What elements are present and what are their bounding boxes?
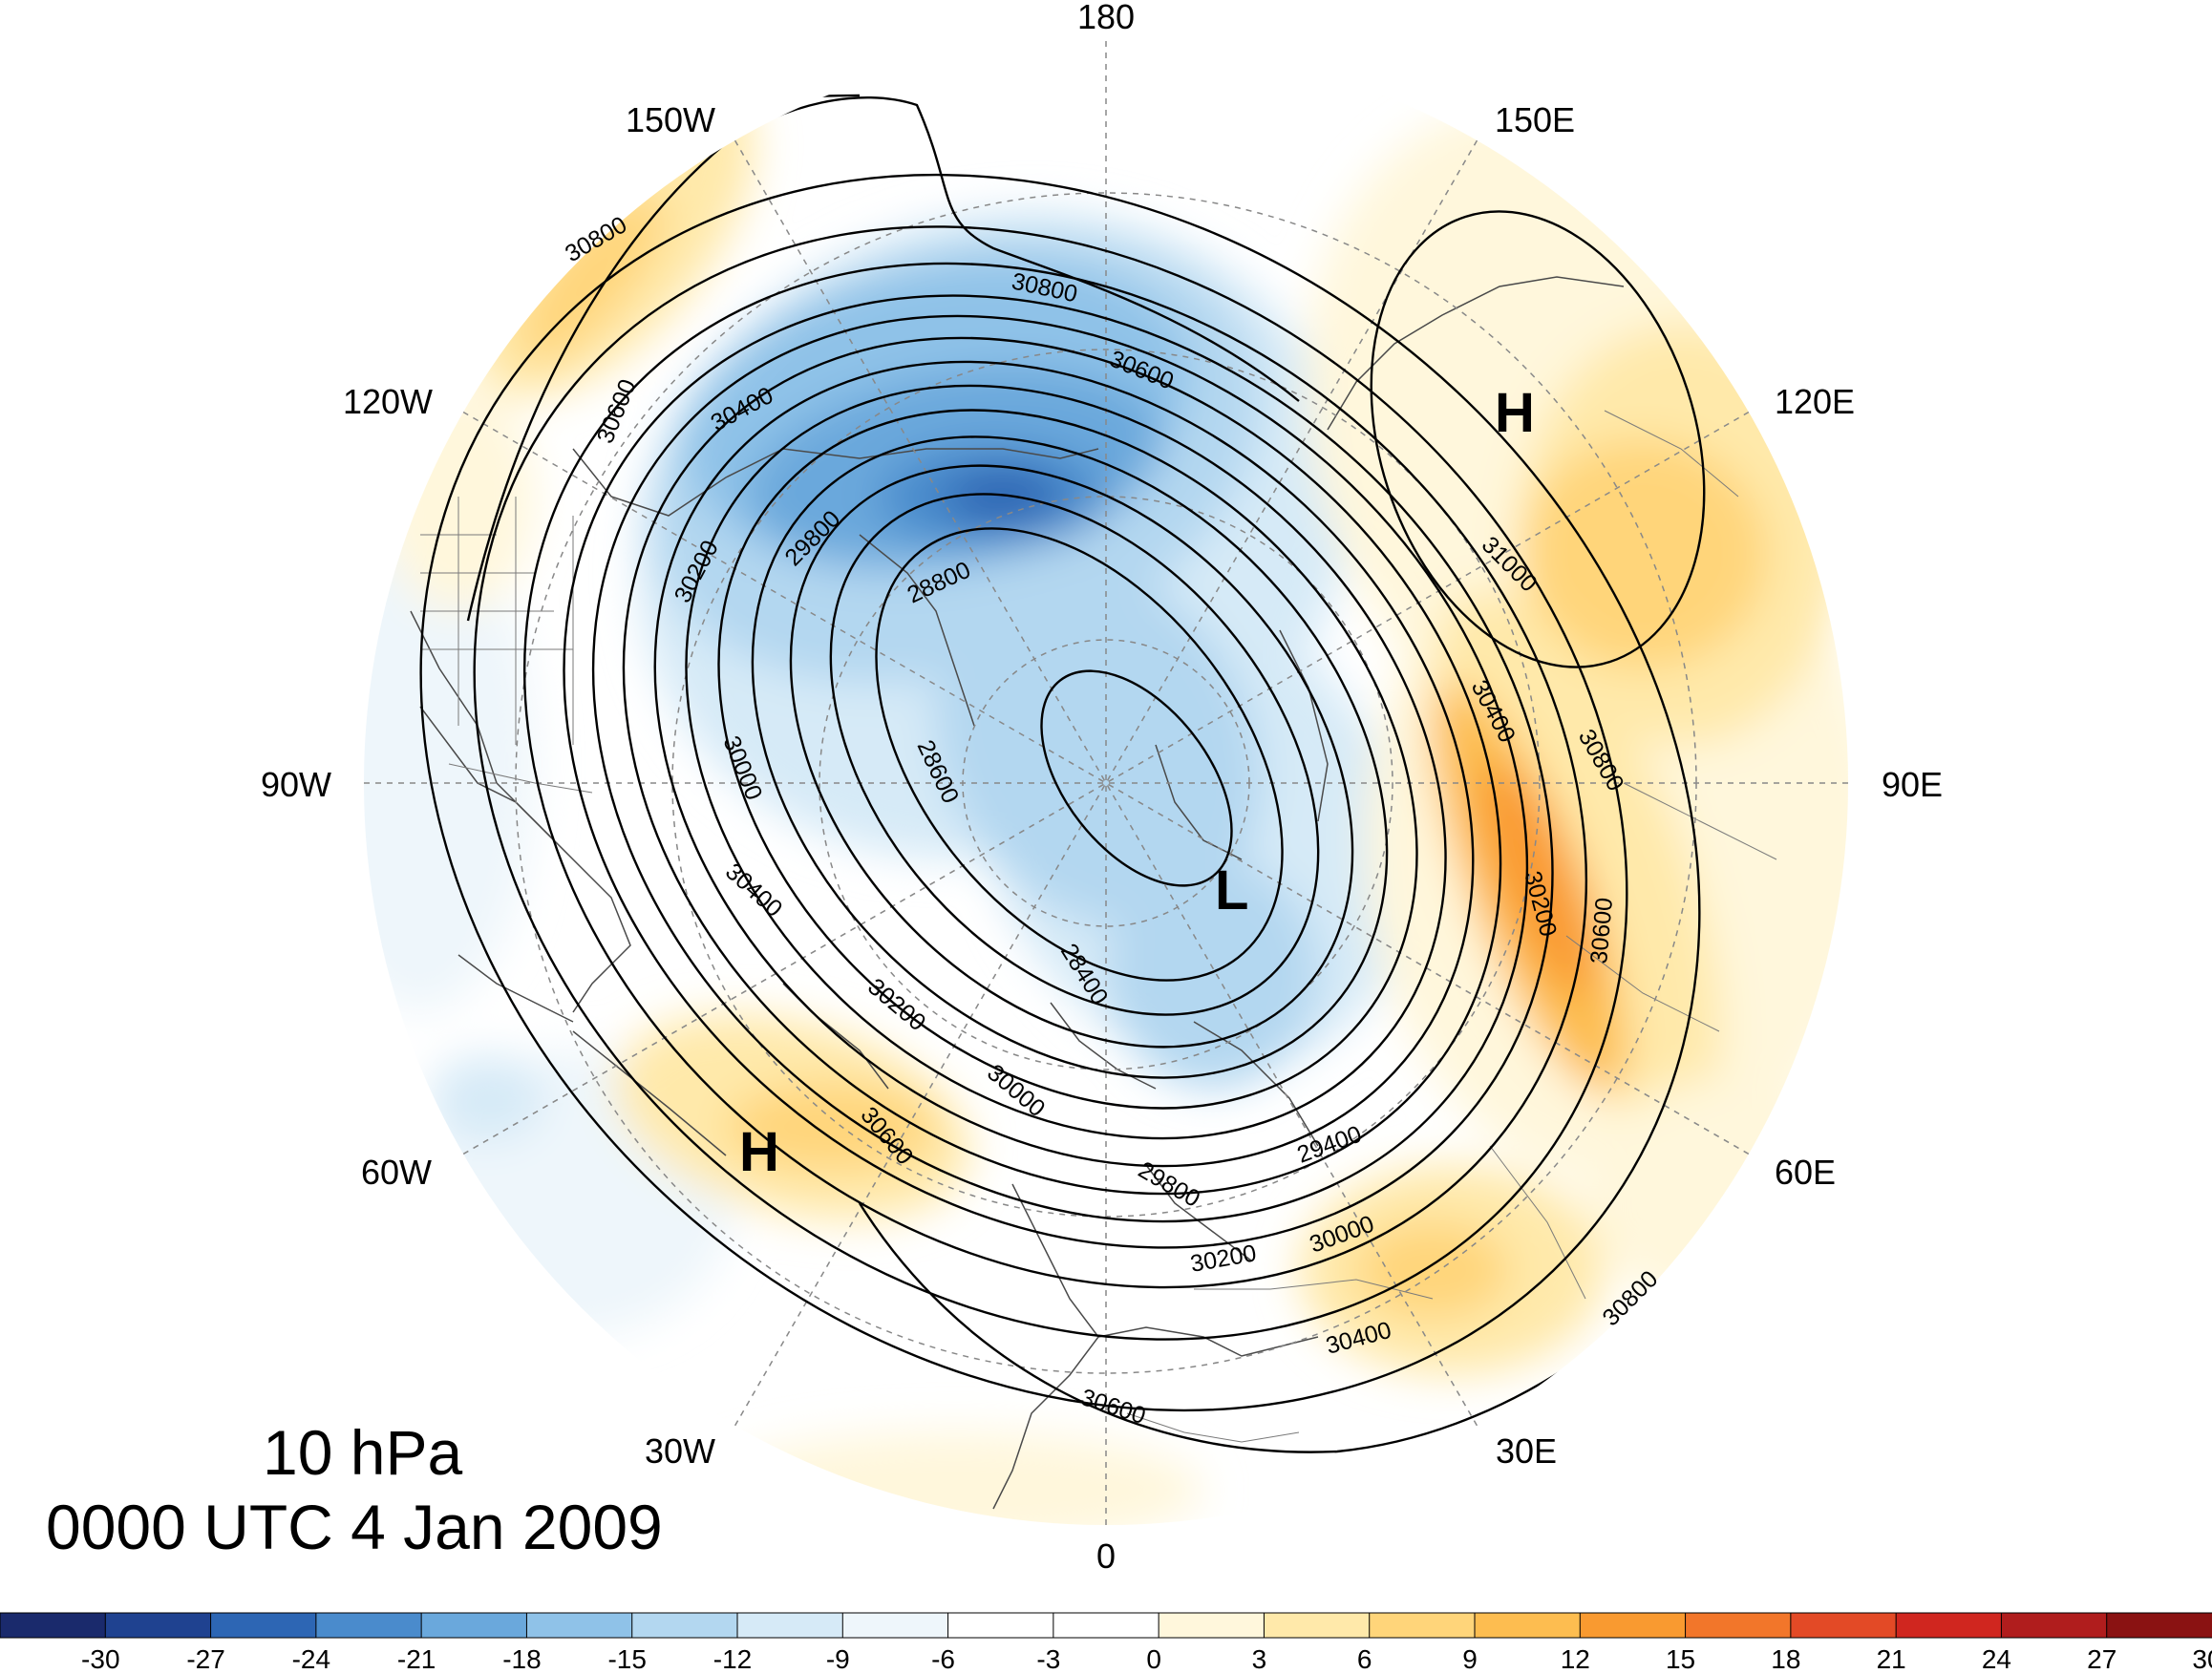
colorbar-swatch: [315, 1612, 423, 1639]
colorbar-tick-label: 12: [1561, 1644, 1590, 1674]
longitude-label-90e: 90E: [1882, 765, 1943, 804]
low-center-label: L: [1215, 859, 1248, 922]
colorbar-swatch: [1474, 1612, 1582, 1639]
longitude-label-60e: 60E: [1775, 1153, 1836, 1192]
colorbar-tick-label: 30: [2192, 1644, 2212, 1674]
longitude-label-180: 180: [1077, 0, 1135, 36]
colorbar-swatch: [1263, 1612, 1371, 1639]
colorbar-swatch: [736, 1612, 844, 1639]
colorbar-swatch: [2106, 1612, 2212, 1639]
colorbar-swatch: [420, 1612, 528, 1639]
pressure-level-title: 10 hPa: [263, 1417, 463, 1488]
height-contour: [622, 336, 1502, 1196]
colorbar-tick-label: 27: [2087, 1644, 2116, 1674]
colorbar-swatch: [0, 1612, 107, 1639]
longitude-label-30e: 30E: [1496, 1431, 1557, 1471]
height-contour: [653, 360, 1475, 1168]
height-contour: [717, 409, 1418, 1110]
colorbar-swatch: [1053, 1612, 1160, 1639]
longitude-label-30w: 30W: [645, 1431, 715, 1471]
height-contour: [685, 384, 1447, 1140]
colorbar-tick-label: 6: [1357, 1644, 1372, 1674]
height-contour: [563, 294, 1554, 1249]
colorbar-swatch: [841, 1612, 949, 1639]
height-contour: [751, 435, 1389, 1079]
colorbar-tick-label: 18: [1771, 1644, 1800, 1674]
colorbar-swatch: [1158, 1612, 1266, 1639]
colorbar-swatch: [1895, 1612, 2003, 1639]
height-contour: [789, 464, 1354, 1049]
political-boundaries: [420, 410, 1777, 1443]
colorbar-swatch: [210, 1612, 317, 1639]
height-contour-open: [466, 95, 1300, 622]
colorbar-tick-label: 15: [1666, 1644, 1695, 1674]
colorbar-tick-label: 3: [1252, 1644, 1267, 1674]
colorbar-tick-label: -12: [713, 1644, 752, 1674]
longitude-label-150w: 150W: [626, 100, 715, 139]
longitude-label-120e: 120E: [1775, 382, 1855, 421]
colorbar-swatch: [525, 1612, 633, 1639]
colorbar-tick-label: 0: [1146, 1644, 1161, 1674]
high-center-label-atlantic: H: [739, 1121, 779, 1183]
colorbar-swatch: [1579, 1612, 1687, 1639]
longitude-label-90w: 90W: [261, 765, 331, 804]
colorbar-swatch: [104, 1612, 212, 1639]
longitude-label-150e: 150E: [1495, 100, 1575, 139]
height-contour: [419, 173, 1701, 1412]
height-contour: [829, 493, 1320, 1016]
colorbar-tick-label: 21: [1877, 1644, 1906, 1674]
valid-time-title: 0000 UTC 4 Jan 2009: [46, 1492, 663, 1562]
colorbar-tick-label: -30: [81, 1644, 119, 1674]
colorbar-swatch: [1369, 1612, 1476, 1639]
longitude-label-0: 0: [1096, 1536, 1116, 1576]
colorbar-swatch: [947, 1612, 1054, 1639]
height-contour: [591, 314, 1529, 1223]
height-contour: [473, 225, 1628, 1341]
colorbar-tick-label: -18: [502, 1644, 541, 1674]
longitude-label-120w: 120W: [343, 382, 433, 421]
colorbar-swatch: [631, 1612, 739, 1639]
colorbar-swatch: [1685, 1612, 1792, 1639]
colorbar-tick-label: 24: [1982, 1644, 2011, 1674]
colorbar-swatch: [1790, 1612, 1898, 1639]
colorbar-tick-label: -24: [292, 1644, 330, 1674]
height-contour: [1040, 669, 1233, 887]
colorbar-tick-label: -9: [826, 1644, 850, 1674]
high-center-label-asia: H: [1495, 382, 1535, 444]
longitude-labels: 180 150W 150E 120W 120E 90W 90E 60W 60E …: [261, 0, 1943, 1576]
colorbar-tick-label: 9: [1462, 1644, 1478, 1674]
colorbar-tick-label: -6: [931, 1644, 955, 1674]
longitude-label-60w: 60W: [361, 1153, 432, 1192]
contour-label: 30600: [1585, 897, 1618, 965]
height-contour-high: [1370, 210, 1706, 668]
height-contour: [523, 262, 1587, 1289]
height-contour: [875, 527, 1284, 982]
colorbar: -30 -27 -24 -21 -18 -15 -12 -9 -6 -3 0 3 6 9 12 15 18 21 2…: [0, 1612, 2212, 1674]
colorbar-tick-label: -15: [607, 1644, 646, 1674]
colorbar-swatch: [2000, 1612, 2108, 1639]
colorbar-tick-label: -27: [186, 1644, 224, 1674]
colorbar-tick-label: -21: [397, 1644, 436, 1674]
colorbar-tick-label: -3: [1036, 1644, 1060, 1674]
lat-lon-graticule: [364, 41, 1848, 1525]
